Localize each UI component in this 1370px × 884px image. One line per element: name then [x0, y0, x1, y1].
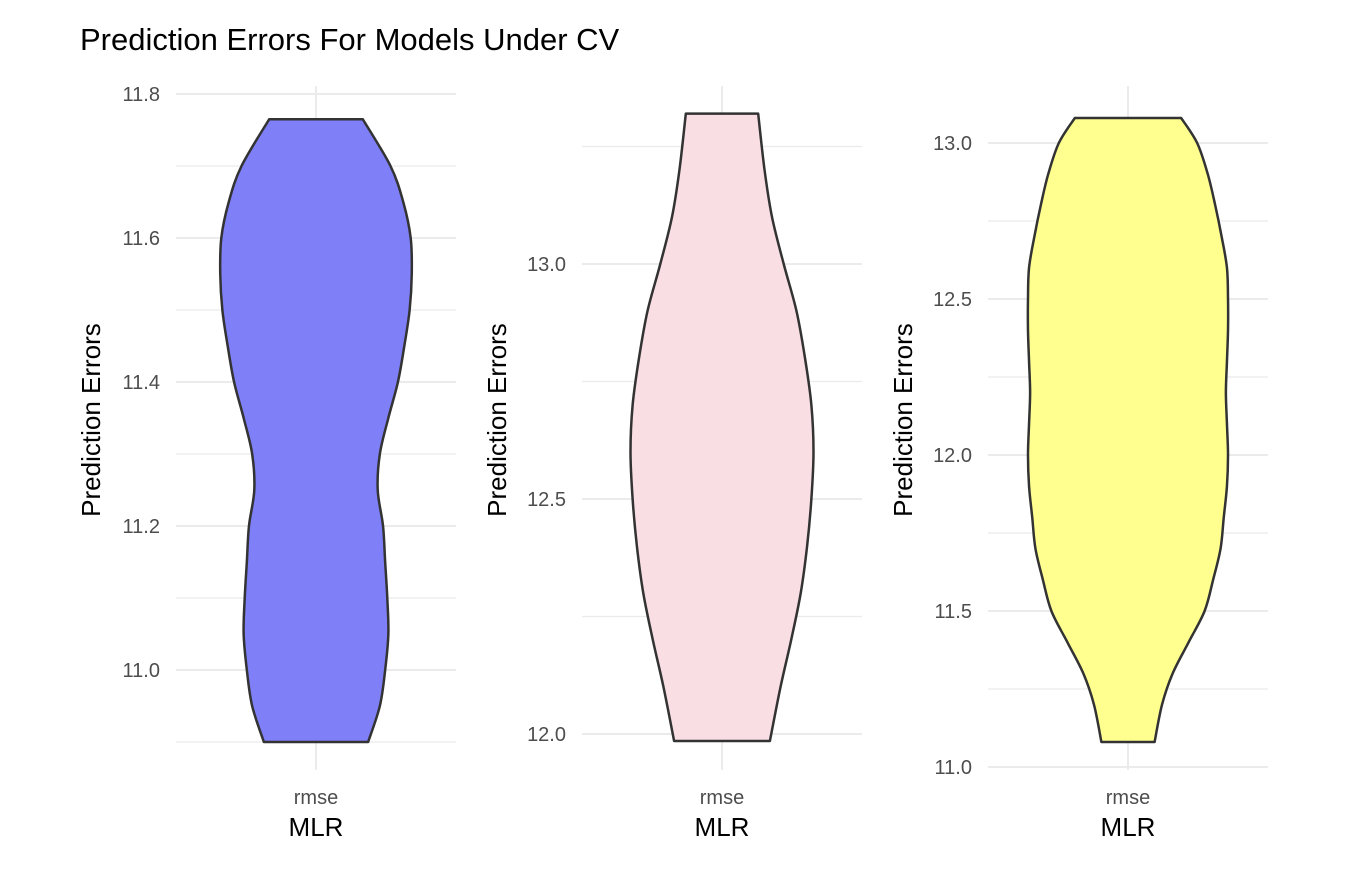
- y-tick-label: 11.5: [935, 601, 972, 623]
- y-tick-label: 11.6: [123, 228, 160, 250]
- y-axis-title: Prediction Errors: [76, 323, 106, 517]
- y-axis-title: Prediction Errors: [888, 323, 918, 517]
- x-axis-title: MLR: [289, 812, 344, 842]
- y-tick-label: 11.4: [123, 372, 160, 394]
- figure-title: Prediction Errors For Models Under CV: [80, 22, 620, 57]
- x-axis-title: MLR: [1101, 812, 1156, 842]
- y-tick-label: 11.2: [123, 516, 160, 538]
- y-axis-title: Prediction Errors: [482, 323, 512, 517]
- x-axis-title: MLR: [695, 812, 750, 842]
- violin-body: [629, 112, 815, 743]
- y-tick-label: 12.0: [527, 724, 566, 746]
- y-tick-label: 12.0: [933, 445, 972, 467]
- x-tick-label: rmse: [700, 787, 744, 809]
- y-tick-label: 11.0: [123, 660, 160, 682]
- y-tick-label: 11.8: [123, 84, 160, 106]
- violin-body: [1026, 116, 1230, 744]
- y-tick-label: 13.0: [933, 133, 972, 155]
- violin-panels: 11.0 11.2 11.4 11.6 11.8 rmse MLR Prediction Er…: [76, 84, 1268, 842]
- x-tick-label: rmse: [294, 787, 338, 809]
- violin-panel-2: 12.0 12.5 13.0 rmse MLR Prediction Errors: [482, 86, 862, 842]
- y-tick-label: 12.5: [933, 289, 972, 311]
- y-tick-label: 13.0: [527, 254, 566, 276]
- y-tick-label: 12.5: [527, 489, 566, 511]
- y-tick-label: 11.0: [935, 757, 972, 779]
- violin-panel-1: 11.0 11.2 11.4 11.6 11.8 rmse MLR Prediction Er…: [76, 84, 456, 842]
- violin-panel-3: 11.0 11.5 12.0 12.5 13.0 rmse MLR Prediction Er…: [888, 86, 1268, 842]
- x-tick-label: rmse: [1106, 787, 1150, 809]
- violin-body: [218, 117, 414, 744]
